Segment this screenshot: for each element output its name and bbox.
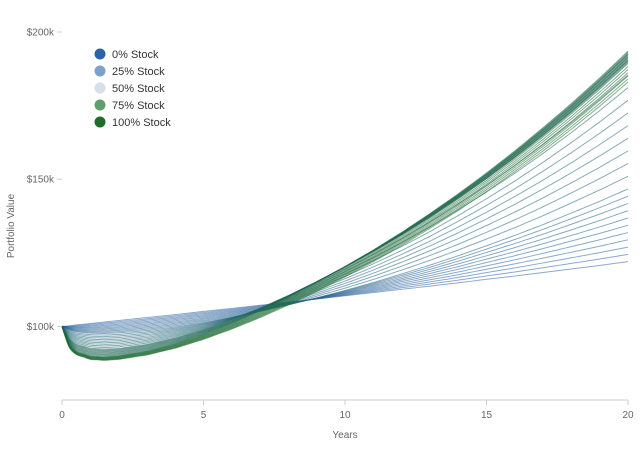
fan-line-15: [61, 125, 629, 342]
fan-line-40: [61, 81, 629, 361]
y-tick-label: $200k: [27, 28, 55, 39]
legend-item[interactable]: 100% Stock: [94, 116, 172, 130]
fan-line-16: [61, 112, 629, 344]
legend-label: 75% Stock: [112, 100, 165, 112]
legend-item[interactable]: 25% Stock: [94, 65, 166, 79]
x-tick-label: 0: [59, 410, 65, 421]
fan-line-13: [61, 150, 629, 339]
fan-line-11: [61, 175, 629, 336]
legend-swatch: [94, 65, 106, 77]
x-axis-title: Years: [332, 430, 357, 441]
fan-line-2: [61, 246, 629, 328]
x-tick-label: 15: [481, 410, 493, 421]
y-tick-label: $150k: [27, 175, 55, 186]
fan-line-12: [61, 163, 629, 338]
fan-line-30: [61, 50, 629, 358]
fan-line-19: [61, 74, 629, 349]
fan-line-9: [61, 195, 629, 333]
fan-line-7: [61, 210, 629, 331]
y-axis-title: Portfolio Value: [6, 193, 17, 258]
fan-line-29: [61, 51, 629, 357]
fan-line-28: [61, 53, 629, 356]
fan-line-1: [61, 253, 629, 327]
fan-line-8: [61, 202, 629, 332]
fan-line-10: [61, 188, 629, 334]
fan-line-6: [61, 217, 629, 330]
x-axis: 0 5 10 15 20: [59, 399, 634, 421]
x-tick-label: 5: [201, 410, 207, 421]
fan-line-0: [61, 261, 629, 327]
legend-label: 100% Stock: [112, 117, 171, 129]
legend-item[interactable]: 0% Stock: [94, 48, 159, 62]
legend-label: 50% Stock: [112, 83, 165, 95]
fan-line-36: [61, 69, 629, 360]
legend-label: 25% Stock: [112, 66, 165, 78]
legend-label: 0% Stock: [112, 49, 159, 61]
fan-line-4: [61, 232, 629, 329]
legend-swatch: [94, 99, 106, 111]
fan-lines-group: [61, 50, 629, 361]
fan-line-5: [61, 224, 629, 329]
legend-item[interactable]: 50% Stock: [94, 82, 166, 96]
legend-item[interactable]: 75% Stock: [94, 99, 166, 113]
y-tick-label: $100k: [27, 322, 55, 333]
legend-swatch: [94, 82, 106, 94]
legend-swatch: [94, 48, 106, 60]
y-axis: $100k $150k $200k: [27, 28, 62, 333]
fan-line-3: [61, 239, 629, 328]
x-tick-label: 10: [339, 410, 351, 421]
legend-swatch: [94, 116, 106, 128]
fan-line-14: [61, 137, 629, 341]
legend: 0% Stock 25% Stock 50% Stock 75% Stock 100% …: [94, 48, 172, 130]
x-tick-label: 20: [622, 410, 634, 421]
